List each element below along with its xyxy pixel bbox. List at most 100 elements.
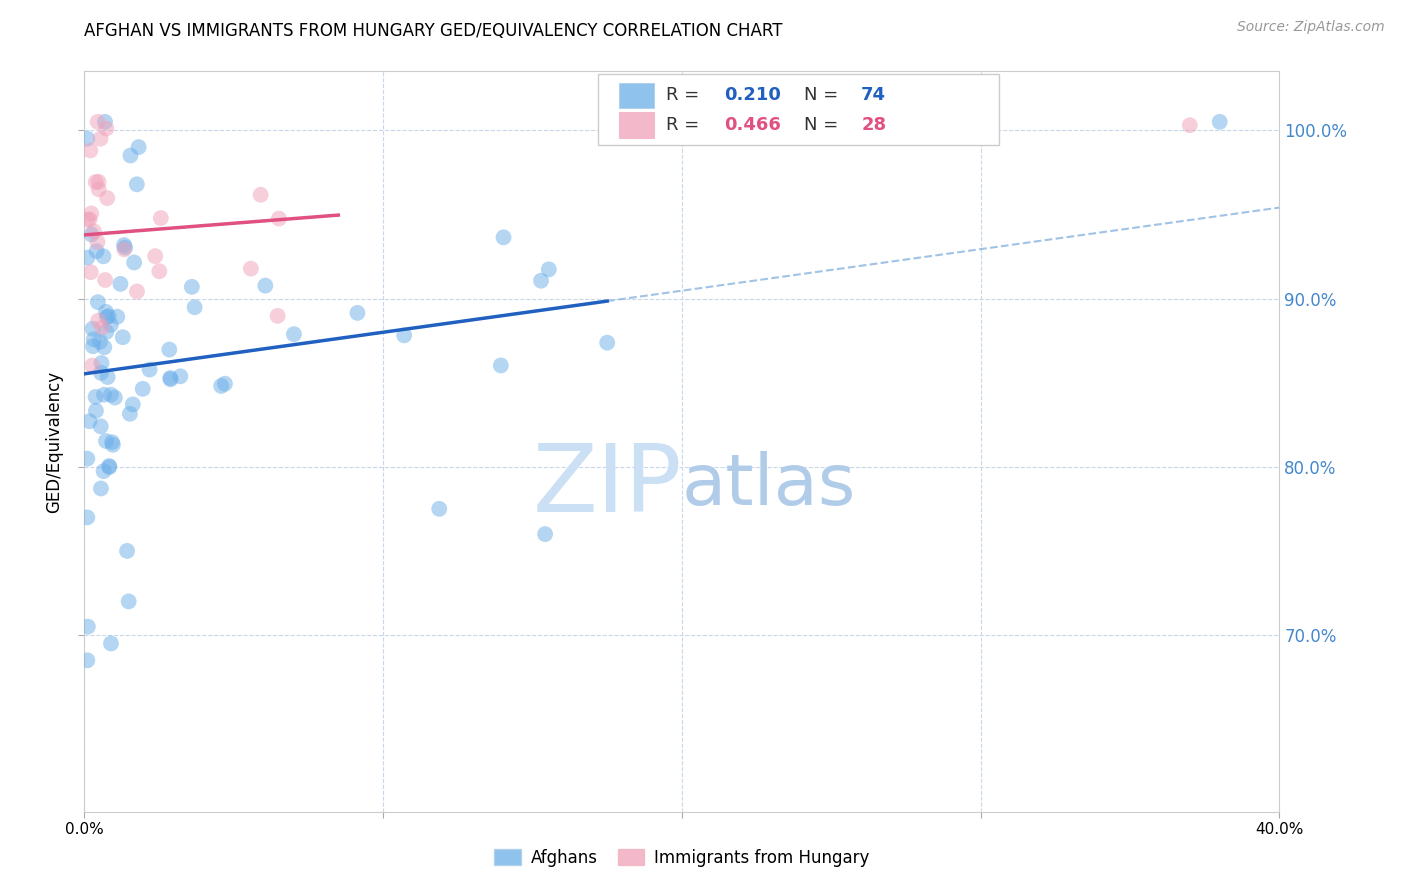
Point — [138, 362, 160, 376]
Text: 0.466: 0.466 — [724, 116, 780, 134]
Point — [115, 544, 138, 558]
Point — [89, 334, 111, 349]
Point — [118, 594, 141, 608]
Point — [157, 343, 180, 357]
Point — [100, 318, 122, 332]
Point — [1208, 115, 1232, 129]
Point — [87, 295, 110, 310]
Point — [79, 414, 101, 428]
Point — [84, 403, 107, 417]
Point — [90, 419, 112, 434]
Legend: Afghans, Immigrants from Hungary: Afghans, Immigrants from Hungary — [488, 842, 876, 874]
Point — [96, 191, 118, 205]
Point — [148, 264, 170, 278]
Point — [132, 382, 155, 396]
Point — [100, 636, 122, 650]
Text: N =: N = — [804, 87, 844, 104]
Point — [101, 438, 124, 452]
Point — [249, 187, 271, 202]
Point — [159, 372, 181, 386]
Point — [100, 387, 122, 401]
Point — [111, 330, 134, 344]
Point — [90, 366, 112, 380]
Point — [489, 359, 512, 373]
Point — [80, 227, 103, 242]
Point — [120, 148, 142, 162]
Point — [90, 356, 112, 370]
Point — [169, 369, 191, 384]
Point — [112, 238, 135, 252]
Point — [76, 131, 98, 145]
Point — [76, 653, 98, 667]
Point — [214, 376, 236, 391]
Text: R =: R = — [666, 116, 706, 134]
Point — [87, 314, 110, 328]
Point — [94, 115, 117, 129]
Point — [392, 328, 415, 343]
Point — [87, 182, 110, 196]
Point — [76, 251, 98, 265]
Text: AFGHAN VS IMMIGRANTS FROM HUNGARY GED/EQUIVALENCY CORRELATION CHART: AFGHAN VS IMMIGRANTS FROM HUNGARY GED/EQ… — [84, 22, 783, 40]
Point — [94, 434, 117, 448]
Point — [110, 277, 132, 291]
Point — [97, 309, 120, 323]
Point — [114, 241, 136, 255]
Point — [180, 280, 202, 294]
Point — [143, 249, 166, 263]
Point — [80, 206, 103, 220]
Point — [96, 325, 118, 339]
Point — [534, 527, 557, 541]
Point — [94, 305, 117, 319]
Point — [93, 249, 115, 263]
Point — [125, 178, 148, 192]
FancyBboxPatch shape — [619, 112, 654, 137]
FancyBboxPatch shape — [599, 73, 998, 145]
Point — [87, 175, 110, 189]
Point — [82, 322, 104, 336]
Point — [86, 244, 108, 259]
Point — [76, 619, 98, 633]
Point — [79, 144, 101, 158]
Text: atlas: atlas — [682, 451, 856, 520]
Point — [86, 235, 108, 249]
Point — [93, 388, 115, 402]
Text: 74: 74 — [860, 87, 886, 104]
Point — [121, 397, 143, 411]
Point — [76, 212, 98, 227]
Text: 28: 28 — [860, 116, 886, 134]
Point — [104, 391, 127, 405]
Point — [128, 140, 150, 154]
Point — [76, 510, 98, 524]
Point — [83, 224, 105, 238]
Point — [159, 371, 181, 385]
Text: R =: R = — [666, 87, 706, 104]
Point — [96, 310, 118, 324]
Point — [427, 501, 450, 516]
Point — [76, 451, 98, 466]
Y-axis label: GED/Equivalency: GED/Equivalency — [45, 370, 63, 513]
Point — [79, 212, 101, 227]
Point — [90, 482, 112, 496]
Point — [1178, 118, 1201, 132]
Point — [84, 390, 107, 404]
Point — [82, 359, 104, 373]
FancyBboxPatch shape — [619, 83, 654, 108]
Point — [125, 285, 148, 299]
Point — [596, 335, 619, 350]
Point — [209, 379, 232, 393]
Point — [149, 211, 172, 225]
Point — [118, 407, 141, 421]
Point — [254, 278, 277, 293]
Point — [112, 243, 135, 257]
Point — [94, 273, 117, 287]
Point — [90, 131, 112, 145]
Point — [91, 320, 114, 334]
Text: 0.210: 0.210 — [724, 87, 780, 104]
Point — [530, 274, 553, 288]
Point — [239, 261, 262, 276]
Point — [283, 327, 305, 342]
Text: Source: ZipAtlas.com: Source: ZipAtlas.com — [1237, 20, 1385, 34]
Point — [80, 265, 103, 279]
Point — [87, 115, 110, 129]
Point — [492, 230, 515, 244]
